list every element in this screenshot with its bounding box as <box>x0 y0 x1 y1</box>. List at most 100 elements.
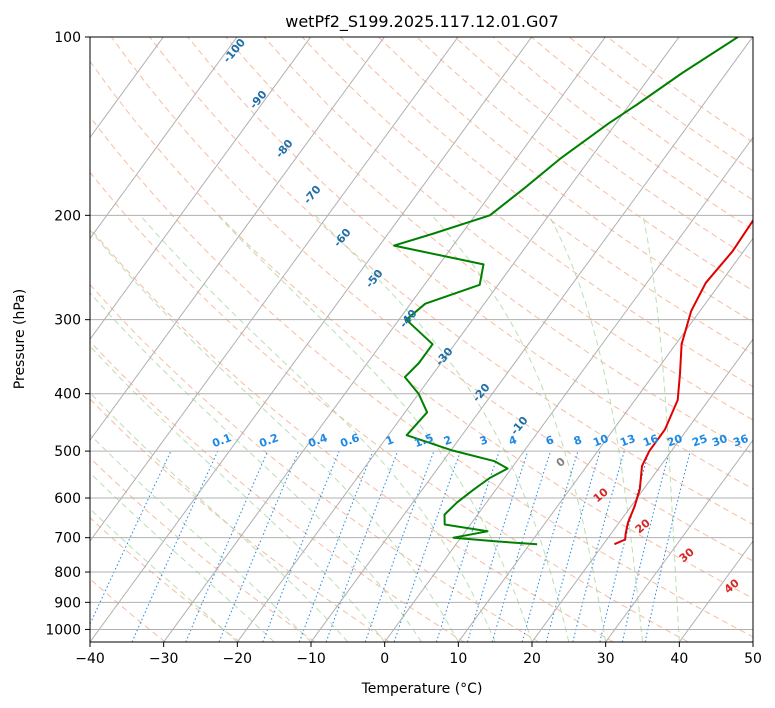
dry-adiabat-label: -20 <box>470 381 493 405</box>
x-tick-label: 40 <box>670 651 688 667</box>
moist-adiabat-line <box>90 345 386 642</box>
mixing-ratio-label: 1.5 <box>412 431 435 450</box>
isotherm-line <box>457 237 753 642</box>
mixing-ratio-label: 0.2 <box>257 431 280 450</box>
mixing-ratio-label: 10 <box>591 432 610 450</box>
x-tick-label: 30 <box>597 651 615 667</box>
dry-adiabat-line <box>454 37 753 261</box>
chart-title: wetPf2_S199.2025.117.12.01.G07 <box>285 12 559 32</box>
moist-adiabat-label: 0 <box>554 455 568 470</box>
mixing-ratio-label: 0.4 <box>306 431 329 450</box>
dry-adiabat-line <box>90 115 753 638</box>
y-axis-ticks: 100 200 300 400 500 600 700 800 900 1000 <box>45 30 90 638</box>
dry-adiabat-label: -70 <box>301 183 324 207</box>
isotherm-line <box>752 641 753 642</box>
isotherm-line <box>90 37 459 542</box>
mixing-ratio-label: 20 <box>665 432 684 450</box>
mixing-ratio-line <box>491 450 552 642</box>
x-tick-label: −20 <box>223 651 253 667</box>
y-tick-label: 500 <box>54 444 81 460</box>
mixing-ratio-label: 16 <box>641 432 660 450</box>
dewpoint-profile-line <box>393 37 739 546</box>
mixing-ratio-line <box>521 450 579 642</box>
mixing-ratio-label: 0.6 <box>338 431 361 450</box>
isotherm-line <box>310 37 753 642</box>
dry-adiabat-line <box>225 37 753 455</box>
mixing-ratio-line <box>467 450 529 642</box>
moist-adiabat-line <box>90 433 312 642</box>
mixing-ratio-line <box>599 450 650 642</box>
moist-adiabat-label: 10 <box>591 485 611 505</box>
dry-adiabat-line <box>90 398 390 642</box>
mixing-ratio-line <box>545 450 601 642</box>
x-tick-label: −30 <box>149 651 179 667</box>
dry-adiabat-line <box>90 60 753 600</box>
plot-frame <box>89 36 754 643</box>
moist-adiabat-line <box>90 392 349 642</box>
x-axis-title: Temperature (°C) <box>361 681 483 697</box>
dry-adiabat-line <box>110 37 753 562</box>
moist-adiabat-line <box>314 214 570 642</box>
dry-adiabat-line <box>90 517 241 642</box>
x-tick-label: −10 <box>296 651 326 667</box>
y-tick-label: 1000 <box>45 622 81 638</box>
dry-adiabat-line <box>149 37 753 526</box>
mixing-ratio-label: 36 <box>731 432 750 450</box>
y-tick-label: 700 <box>54 531 81 547</box>
dry-adiabat-label: -80 <box>273 137 296 161</box>
isotherm-line <box>90 37 533 642</box>
dry-adiabat-line <box>492 37 753 231</box>
isotherm-line <box>678 540 753 642</box>
mixing-ratio-line <box>644 450 691 642</box>
dry-adiabat-line <box>90 227 614 642</box>
mixing-ratio-label: 0.1 <box>210 431 233 450</box>
isotherm-line <box>163 37 606 642</box>
x-tick-label: 0 <box>380 651 389 667</box>
isotherm-line <box>605 439 753 642</box>
background-lines <box>90 37 753 642</box>
moist-adiabat-label: 30 <box>677 545 697 565</box>
y-tick-label: 400 <box>54 387 81 403</box>
isotherm-line <box>90 37 312 341</box>
isotherm-line <box>90 37 238 240</box>
mixing-ratio-label: 13 <box>618 432 637 449</box>
dry-adiabat-label: -100 <box>220 36 248 66</box>
isotherm-line <box>90 37 385 442</box>
curve-labels: -100-90-80-70-60-50-40-30-20-10010203040… <box>210 36 750 596</box>
mixing-ratio-line <box>90 450 172 626</box>
mixing-ratio-line <box>218 450 299 642</box>
dry-adiabat-label: -50 <box>363 267 386 291</box>
mixing-ratio-label: 3 <box>478 433 490 448</box>
moist-adiabat-label: 20 <box>633 516 653 536</box>
mixing-ratio-line <box>393 450 461 642</box>
isotherm-line <box>236 37 680 642</box>
dry-adiabat-line <box>263 37 753 421</box>
isotherm-line <box>384 136 753 642</box>
y-tick-label: 800 <box>54 565 81 581</box>
y-tick-label: 300 <box>54 313 81 329</box>
mixing-ratio-line <box>185 450 269 642</box>
dry-adiabat-line <box>416 37 753 292</box>
moist-adiabat-line <box>217 214 533 642</box>
y-tick-label: 100 <box>54 30 81 46</box>
mixing-ratio-label: 1 <box>384 433 396 448</box>
mixing-ratio-label: 6 <box>544 433 556 448</box>
profile-lines <box>393 37 753 546</box>
mixing-ratio-line <box>298 450 374 642</box>
mixing-ratio-line <box>572 450 625 642</box>
dry-adiabat-line <box>90 171 689 642</box>
moist-adiabat-line <box>431 214 607 642</box>
x-tick-label: 20 <box>523 651 541 667</box>
x-axis-ticks: −40 −30 −20 −10 0 10 20 30 40 50 <box>75 642 762 667</box>
mixing-ratio-line <box>262 450 340 642</box>
dry-adiabat-line <box>187 37 753 490</box>
moist-adiabat-line <box>642 215 680 642</box>
mixing-ratio-label: 25 <box>690 432 709 449</box>
moist-adiabat-line <box>90 229 459 642</box>
dry-adiabat-line <box>340 37 753 355</box>
moist-adiabat-line <box>90 292 422 642</box>
mixing-ratio-label: 4 <box>507 433 519 448</box>
temperature-profile-line <box>614 218 753 546</box>
